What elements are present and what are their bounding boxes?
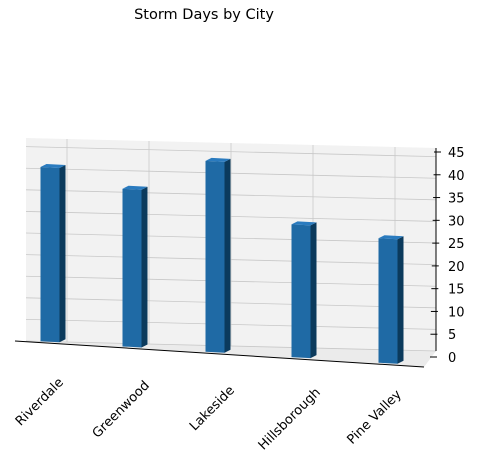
y-tick-label: 45: [448, 146, 465, 161]
bar-front: [205, 160, 225, 353]
x-tick-label: Hillsborough: [256, 385, 324, 453]
y-tick-label: 20: [448, 260, 465, 275]
bar-side: [59, 164, 66, 343]
y-tick-label: 5: [448, 328, 456, 343]
x-tick-label: Greenwood: [90, 378, 153, 441]
bar-top: [378, 235, 404, 240]
bar: [378, 235, 404, 364]
bar-top: [205, 157, 231, 162]
bar-front: [40, 166, 60, 343]
y-tick-label: 25: [448, 237, 465, 252]
bar-side: [141, 186, 148, 348]
x-axis-line: [14, 340, 425, 368]
bars: [40, 157, 404, 364]
bar: [291, 221, 317, 359]
grid-lines: [25, 139, 437, 352]
bar-top: [40, 163, 66, 168]
bar: [205, 157, 231, 353]
bar-side: [224, 158, 231, 353]
bar-front: [291, 224, 311, 359]
y-tick-label: 15: [448, 283, 465, 298]
bar: [40, 163, 66, 343]
y-tick-label: 40: [448, 169, 465, 184]
chart-title: Storm Days by City: [134, 7, 274, 23]
bar-side: [397, 236, 404, 364]
axes: [14, 148, 437, 368]
bar-top: [291, 221, 317, 226]
x-tick-label: Lakeside: [187, 383, 238, 434]
bar-front: [378, 238, 398, 364]
bar-side: [310, 222, 317, 359]
x-tick-label: Pine Valley: [345, 387, 406, 448]
bar-top: [122, 185, 148, 190]
bar: [122, 185, 148, 348]
y-tick-label: 10: [448, 305, 465, 320]
y-tick-labels: 0 5 10 15 20 25 30 35 40 45: [430, 146, 465, 366]
bar-front: [122, 188, 142, 348]
y-tick-label: 0: [448, 351, 456, 366]
y-tick-label: 35: [448, 192, 465, 207]
x-tick-labels: Riverdale Greenwood Lakeside Hillsborough Pi…: [13, 375, 405, 453]
x-tick-label: Riverdale: [13, 375, 67, 429]
y-tick-label: 30: [448, 214, 465, 229]
